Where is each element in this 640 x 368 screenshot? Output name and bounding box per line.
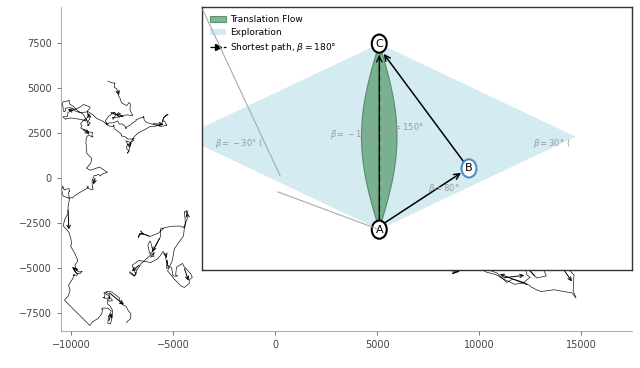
Circle shape [372, 220, 387, 239]
Legend: Translation Flow, Exploration, Shortest path, $\beta = 180°$: Translation Flow, Exploration, Shortest … [206, 12, 340, 57]
Circle shape [372, 35, 387, 53]
Text: $\beta = -30°$ (: $\beta = -30°$ ( [214, 137, 263, 150]
Text: B: B [465, 163, 473, 173]
Text: C: C [376, 39, 383, 49]
Polygon shape [183, 44, 575, 230]
Polygon shape [362, 44, 397, 230]
Text: $\beta = 80°$: $\beta = 80°$ [428, 182, 460, 195]
Text: A: A [376, 224, 383, 235]
Text: $\beta = 150°$: $\beta = 150°$ [387, 121, 424, 134]
Circle shape [461, 159, 476, 177]
Text: $\beta = -150°$: $\beta = -150°$ [330, 128, 378, 141]
Bar [263, 178, 281, 191]
Text: $\beta = 30°$ (: $\beta = 30°$ ( [532, 137, 570, 150]
